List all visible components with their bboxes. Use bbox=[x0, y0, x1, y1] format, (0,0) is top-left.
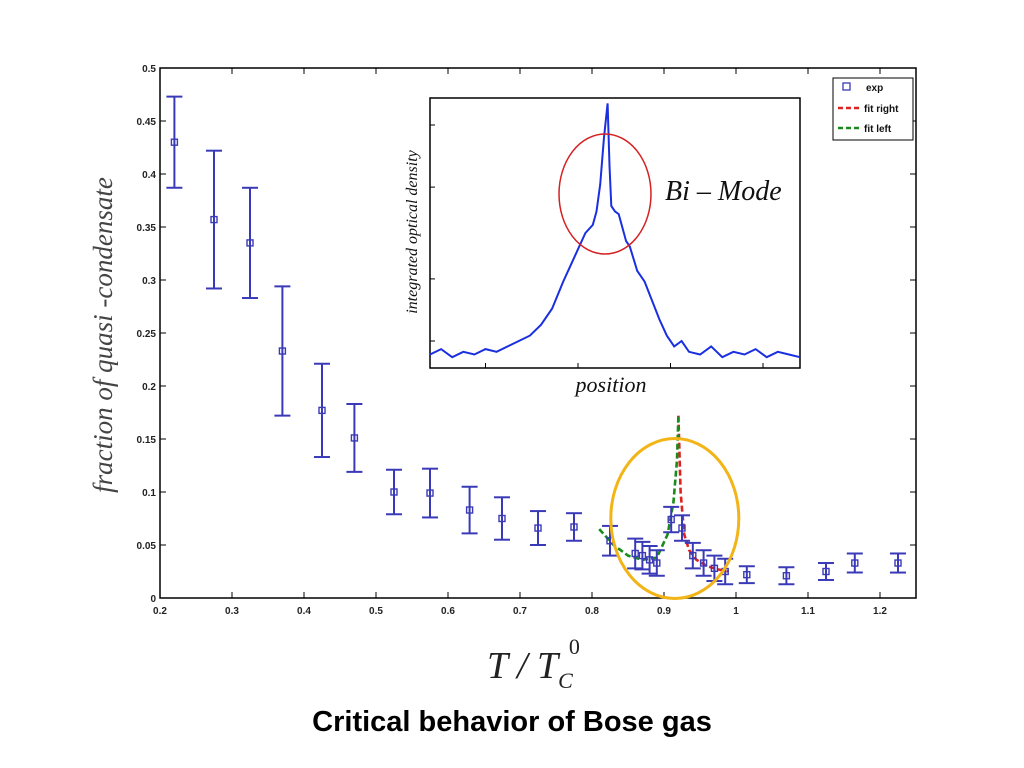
x-axis-label-superscript: 0 bbox=[569, 634, 580, 659]
exp-data-point bbox=[689, 551, 697, 560]
exp-data-point bbox=[390, 488, 398, 496]
exp-data-point bbox=[699, 559, 708, 567]
y-tick-label: 0.25 bbox=[137, 329, 157, 340]
legend: exp fit right fit left bbox=[832, 77, 914, 141]
y-tick-label: 0.4 bbox=[142, 170, 156, 181]
inset-axis-ticks bbox=[430, 124, 764, 368]
x-tick-label: 0.5 bbox=[369, 606, 383, 617]
exp-data-point bbox=[498, 514, 506, 523]
legend-fit-right-label: fit right bbox=[864, 104, 899, 115]
exp-data-point bbox=[465, 506, 474, 514]
main-data-layer bbox=[166, 95, 906, 586]
y-axis-label: fraction of quasi -condensate bbox=[88, 177, 118, 493]
exp-data-point bbox=[743, 570, 751, 579]
y-tick-label: 0.2 bbox=[142, 382, 156, 393]
exp-data-point bbox=[278, 347, 287, 355]
y-tick-label: 0.05 bbox=[137, 541, 157, 552]
exp-data-point bbox=[678, 524, 686, 532]
y-tick-label: 0.5 bbox=[142, 64, 156, 75]
exp-data-point bbox=[246, 239, 254, 247]
exp-data-point bbox=[710, 564, 719, 573]
x-axis-label-subscript: C bbox=[558, 668, 573, 693]
exp-data-point bbox=[645, 556, 654, 564]
exp-data-point bbox=[822, 567, 830, 576]
slide-title: Critical behavior of Bose gas bbox=[312, 706, 712, 738]
exp-data-point bbox=[894, 559, 902, 567]
x-axis-label-main: T / T bbox=[487, 645, 561, 687]
inset-annotation: Bi – Mode bbox=[665, 176, 782, 207]
inset-peak-circle bbox=[558, 133, 652, 255]
exp-data-point bbox=[851, 559, 859, 567]
exp-data-point bbox=[570, 523, 578, 531]
main-axis-ticks: 0.2 0.3 0.4 0.5 0.6 0.7 0.8 0.9 1 1.1 1.2 0 0.05 0.1 0… bbox=[137, 64, 916, 617]
exp-data-point bbox=[782, 572, 791, 580]
exp-data-point bbox=[653, 559, 661, 567]
exp-data-point bbox=[350, 434, 359, 442]
transition-highlight-ellipse bbox=[609, 437, 741, 600]
x-tick-label: 0.9 bbox=[657, 606, 671, 617]
inset-plot: Bi – Mode integrated optical density pos… bbox=[404, 97, 801, 397]
exp-data-point bbox=[426, 489, 434, 497]
exp-data-point bbox=[631, 549, 639, 558]
fit-right-line bbox=[677, 415, 730, 573]
y-tick-label: 0.45 bbox=[137, 117, 157, 128]
legend-exp-marker bbox=[842, 82, 851, 91]
inset-density-curve bbox=[429, 103, 801, 359]
x-tick-label: 0.7 bbox=[513, 606, 527, 617]
legend-exp-label: exp bbox=[866, 83, 883, 94]
x-tick-label: 1.2 bbox=[873, 606, 887, 617]
y-tick-label: 0.1 bbox=[142, 488, 156, 499]
inset-y-axis-label: integrated optical density bbox=[404, 149, 421, 313]
exp-data-point bbox=[318, 406, 326, 415]
exp-data-point bbox=[667, 515, 675, 524]
x-tick-label: 1.1 bbox=[801, 606, 815, 617]
exp-data-point bbox=[638, 551, 647, 560]
y-tick-label: 0 bbox=[150, 594, 156, 605]
x-tick-label: 0.2 bbox=[153, 606, 167, 617]
x-tick-label: 0.8 bbox=[585, 606, 599, 617]
x-tick-label: 0.3 bbox=[225, 606, 239, 617]
exp-data-point bbox=[210, 215, 218, 224]
y-tick-label: 0.35 bbox=[137, 223, 157, 234]
y-tick-label: 0.15 bbox=[137, 435, 157, 446]
x-tick-label: 0.4 bbox=[297, 606, 311, 617]
exp-data-point bbox=[170, 138, 179, 146]
x-axis-label: T / TC 0 bbox=[487, 634, 580, 693]
inset-plot-area bbox=[429, 97, 801, 369]
exp-data-point bbox=[534, 524, 542, 532]
inset-x-axis-label: position bbox=[574, 372, 647, 397]
x-tick-label: 0.6 bbox=[441, 606, 455, 617]
x-tick-label: 1 bbox=[733, 606, 739, 617]
legend-fit-left-label: fit left bbox=[864, 124, 892, 135]
y-tick-label: 0.3 bbox=[142, 276, 156, 287]
